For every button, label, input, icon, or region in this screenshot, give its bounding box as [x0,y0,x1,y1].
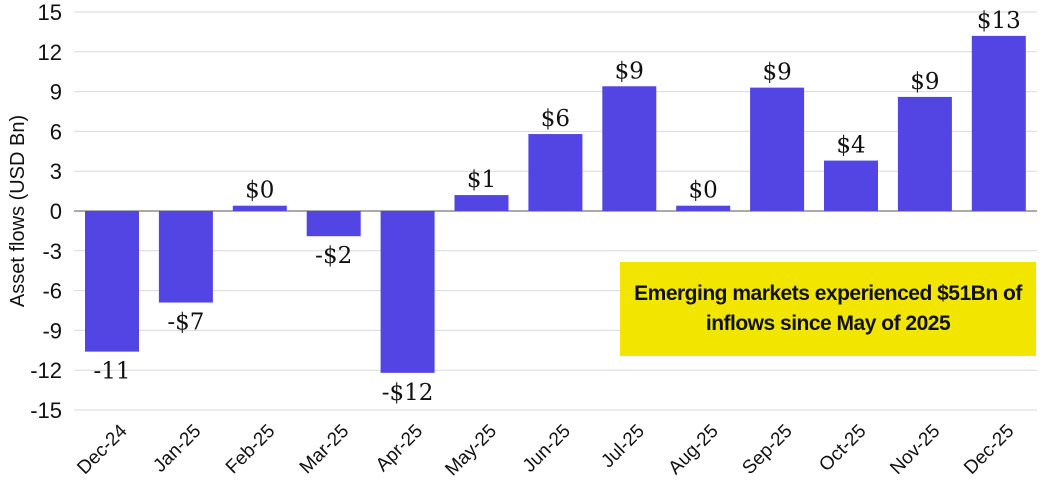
y-axis-ticks: 15 12 9 6 3 0 -3 -6 -9 -12 -15 [30,0,62,423]
y-tick-label: 6 [50,119,62,144]
y-tick-label: 9 [50,80,62,105]
y-tick-label: 0 [50,199,62,224]
data-label: $1 [467,167,496,193]
data-label: $4 [836,133,865,159]
data-label: $9 [762,60,791,86]
data-label: $0 [245,178,274,204]
x-tick-label: Jul-25 [597,421,648,472]
x-tick-label: Oct-25 [815,421,870,476]
y-tick-label: -6 [42,279,62,304]
x-tick-label: May-25 [441,421,501,481]
bar [676,205,731,211]
data-label: -$2 [315,243,352,269]
data-label: $13 [977,8,1021,34]
x-tick-label: Aug-25 [665,421,723,479]
x-tick-label: Feb-25 [222,421,279,478]
y-tick-label: 12 [38,40,62,65]
x-tick-label: Mar-25 [296,421,353,478]
bar [750,87,805,211]
data-label: $0 [689,178,718,204]
bar [232,205,287,211]
bar [602,86,657,211]
x-tick-label: Apr-25 [372,421,427,476]
bar [380,211,435,373]
x-tick-label: Jan-25 [149,421,205,477]
annotation-box: Emerging markets experienced $51Bn of in… [620,262,1036,356]
y-tick-label: 3 [50,159,62,184]
data-label: $9 [615,58,644,84]
data-label: -$12 [382,380,434,406]
x-axis-labels: Dec-24 Jan-25 Feb-25 Mar-25 Apr-25 May-25 Jun-… [73,420,1018,480]
y-tick-label: -12 [30,358,62,383]
y-tick-label: -3 [42,239,62,264]
y-tick-label: -9 [42,318,62,343]
x-tick-label: Sep-25 [738,421,796,479]
bar [454,195,509,211]
bar [85,211,139,352]
x-tick-label: Nov-25 [886,421,944,479]
bar [158,211,213,303]
data-labels: -11 -$7 $0 -$2 -$12 $1 $6 $9 $0 $9 $4 $9 $13 [93,8,1020,406]
data-label: $6 [541,106,570,132]
bars [85,35,1026,373]
x-tick-label: Dec-24 [73,420,131,478]
bar [971,35,1026,211]
data-label: -11 [93,359,130,385]
y-tick-label: 15 [38,0,62,25]
bar [897,96,952,211]
data-label: -$7 [167,310,204,336]
y-axis-title: Asset flows (USD Bn) [7,115,29,307]
x-tick-label: Dec-25 [960,421,1018,479]
data-label: $9 [910,69,939,95]
bar [528,134,583,211]
bar [824,160,878,211]
bar [306,211,361,237]
x-tick-label: Jun-25 [519,421,575,477]
y-tick-label: -15 [30,398,62,423]
